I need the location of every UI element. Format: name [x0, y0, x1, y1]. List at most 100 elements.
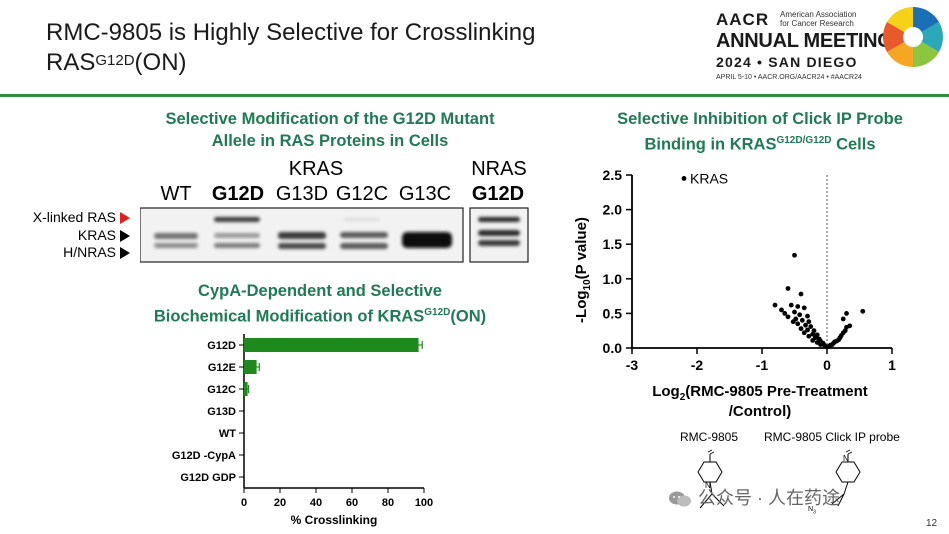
bar: [244, 360, 257, 374]
bar-x-tick-label: 20: [274, 497, 286, 509]
volcano-point: [785, 286, 791, 291]
band-g12d-xlinked: [214, 217, 260, 222]
bar-heading-line1: CypA-Dependent and Selective: [198, 282, 442, 300]
ylabel-end: (P value): [573, 217, 590, 280]
band-nras-xlinked: [478, 217, 520, 222]
ylabel-sub: 10: [582, 279, 593, 291]
volcano-y-tick-label: 2.0: [603, 202, 623, 218]
volcano-heading-line2: Binding in KRASG12D/G12D Cells: [580, 130, 940, 156]
blot-heading: Selective Modification of the G12D Mutan…: [120, 108, 540, 152]
volcano-point: [782, 311, 788, 316]
volcano-point: [797, 312, 803, 318]
bar-heading-sup: G12D: [424, 307, 451, 318]
annual-meeting: ANNUAL MEETING: [716, 30, 893, 52]
volcano-point: [790, 319, 796, 325]
bar-x-tick-label: 60: [346, 497, 358, 509]
volcano-ylabel: -Log10(P value): [568, 200, 598, 340]
volcano-heading: Selective Inhibition of Click IP Probe B…: [580, 108, 940, 156]
molecule-left-n: N: [705, 481, 711, 490]
bar-category-label: WT: [219, 428, 236, 440]
watermark: 公众号 · 人在药途: [668, 484, 840, 510]
volcano-point: [779, 307, 784, 313]
wheel-segment: [887, 42, 913, 67]
wheel-segment: [887, 7, 913, 32]
volcano-point: [681, 176, 687, 181]
row-kras-label: KRAS: [77, 227, 116, 243]
volcano-y-tick-label: 1.5: [603, 236, 623, 252]
volcano-point: [788, 302, 794, 308]
molecule-right-label: RMC-9805 Click IP probe: [764, 430, 900, 444]
volcano-point: [803, 322, 808, 328]
molecule-left-label: RMC-9805: [680, 430, 739, 444]
bar-category-label: G13D: [207, 406, 236, 418]
volcano-x-tick-label: -3: [626, 357, 639, 373]
wechat-icon: [668, 490, 692, 508]
org-line2: for Cancer Research: [780, 19, 854, 28]
band-g13d-kras: [278, 232, 326, 239]
volcano-heading-end: Cells: [831, 135, 876, 154]
volcano-point: [847, 323, 853, 329]
page-number: 12: [926, 518, 938, 529]
volcano-point: [785, 314, 791, 320]
lane-g13d: G13D: [275, 183, 329, 205]
wheel-segment: [883, 22, 905, 52]
xlabel-sub: 2: [679, 392, 686, 403]
volcano-x-tick-label: 0: [823, 357, 831, 373]
band-g12c-hnras: [340, 243, 388, 249]
volcano-xlabel: Log2(RMC-9805 Pre-Treatment /Control): [610, 383, 910, 420]
band-wt-hnras: [154, 243, 198, 248]
crosslinking-bar-chart: G12D G12E G12C G13D WT G12D -CypA G12D GDP 0 20 4…: [172, 334, 433, 527]
volcano-point: [806, 319, 812, 325]
kras-group-label: KRAS: [288, 158, 344, 180]
band-g12c-faint: [344, 218, 380, 221]
volcano-point: [810, 337, 816, 343]
blot-heading-line1: Selective Modification of the G12D Mutan…: [165, 110, 495, 128]
title-sup: G12D: [95, 52, 135, 69]
volcano-point: [805, 327, 810, 333]
volcano-point: [805, 313, 810, 319]
volcano-point: [798, 291, 804, 297]
bar-category-label: G12D: [207, 340, 236, 352]
azide-label: N3: [808, 506, 816, 516]
row-kras: KRAS: [0, 227, 130, 243]
bar-x-tick-label: 0: [241, 497, 247, 509]
volcano-x-tick-label: -2: [691, 357, 704, 373]
black-arrow-icon: [120, 247, 130, 260]
xlabel-log: Log: [652, 383, 680, 400]
volcano-plot: 0.0 0.5 1.0 1.5 2.0 2.5 -3 -2 -1 0 1 KRAS: [603, 167, 897, 373]
bar-heading-line2: Biochemical Modification of KRASG12D(ON): [110, 302, 530, 328]
org-line1: American Association: [780, 10, 857, 19]
volcano-point: [808, 324, 814, 329]
volcano-point: [801, 305, 807, 311]
band-g12c-kras: [340, 232, 388, 238]
aacr-org-name: American Association for Cancer Research: [780, 10, 856, 28]
row-xlinked-label: X-linked RAS: [32, 209, 116, 225]
bar: [244, 382, 248, 396]
bar-category-label: G12C: [207, 384, 236, 396]
aacr-wordmark: AACR: [716, 10, 770, 29]
band-g13c-kras: [402, 232, 452, 248]
header-divider: [0, 94, 949, 97]
bar-heading-main: Biochemical Modification of KRAS: [153, 307, 425, 326]
volcano-point: [860, 308, 866, 314]
bar-heading-end: (ON): [450, 307, 487, 326]
volcano-y-tick-label: 0.5: [603, 305, 623, 321]
volcano-point: [840, 316, 846, 322]
title-ras: RAS: [46, 49, 96, 76]
volcano-x-tick-label: -1: [756, 357, 769, 373]
band-g12d-kras: [214, 233, 260, 238]
volcano-y-tick-label: 0.0: [603, 340, 623, 356]
volcano-heading-line1: Selective Inhibition of Click IP Probe: [617, 110, 903, 128]
volcano-y-tick-label: 2.5: [603, 167, 623, 183]
slide-title-line2: RASG12D(ON): [46, 48, 536, 78]
volcano-point: [810, 331, 816, 337]
wheel-segment: [921, 22, 943, 52]
bar-x-tick-label: 80: [382, 497, 394, 509]
volcano-point: [844, 311, 849, 316]
title-on: (ON): [134, 49, 187, 76]
volcano-point: [792, 252, 797, 258]
red-arrow-icon: [120, 212, 130, 225]
wheel-segment: [913, 7, 939, 32]
band-g12d-hnras: [214, 243, 260, 248]
band-nras-hnras: [478, 240, 520, 246]
